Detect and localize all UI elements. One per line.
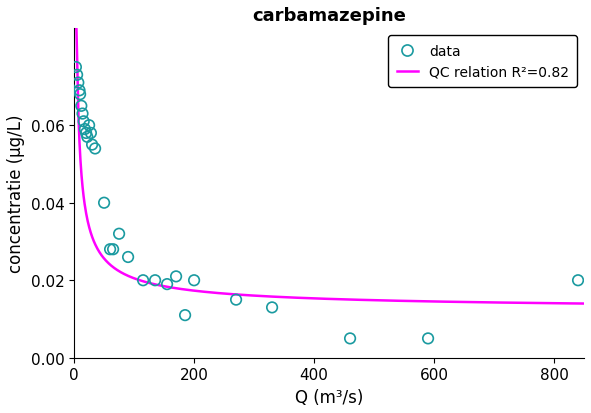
- Point: [82, 131, 91, 137]
- Point: [163, 281, 172, 288]
- Point: [76, 92, 85, 98]
- Point: [78, 111, 87, 118]
- Point: [75, 88, 85, 95]
- Point: [83, 134, 92, 141]
- Point: [73, 80, 83, 87]
- Point: [108, 246, 118, 253]
- Point: [87, 142, 97, 149]
- Point: [423, 335, 433, 342]
- Point: [99, 200, 109, 206]
- Title: carbamazepine: carbamazepine: [252, 7, 406, 25]
- Point: [231, 297, 241, 303]
- Point: [85, 123, 94, 129]
- Point: [77, 103, 86, 110]
- Point: [138, 277, 148, 284]
- Point: [189, 277, 199, 284]
- Point: [124, 254, 133, 261]
- Point: [115, 231, 124, 237]
- Point: [105, 246, 115, 253]
- Point: [86, 131, 96, 137]
- Point: [345, 335, 355, 342]
- Point: [80, 126, 90, 133]
- X-axis label: Q (m³/s): Q (m³/s): [295, 388, 363, 406]
- Point: [72, 72, 82, 79]
- Point: [90, 146, 100, 152]
- Point: [180, 312, 190, 319]
- Legend: data, QC relation R²=0.82: data, QC relation R²=0.82: [388, 36, 577, 88]
- Point: [171, 273, 181, 280]
- Point: [79, 119, 89, 125]
- Point: [71, 64, 80, 71]
- Point: [267, 304, 277, 311]
- Y-axis label: concentratie (µg/L): concentratie (µg/L): [7, 114, 25, 273]
- Point: [573, 277, 583, 284]
- Point: [150, 277, 160, 284]
